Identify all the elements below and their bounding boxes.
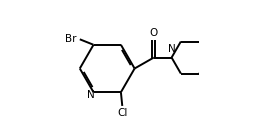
- Text: Br: Br: [65, 34, 76, 44]
- Text: N: N: [87, 90, 95, 100]
- Text: N: N: [168, 44, 175, 54]
- Text: O: O: [150, 28, 158, 38]
- Text: Cl: Cl: [117, 108, 127, 118]
